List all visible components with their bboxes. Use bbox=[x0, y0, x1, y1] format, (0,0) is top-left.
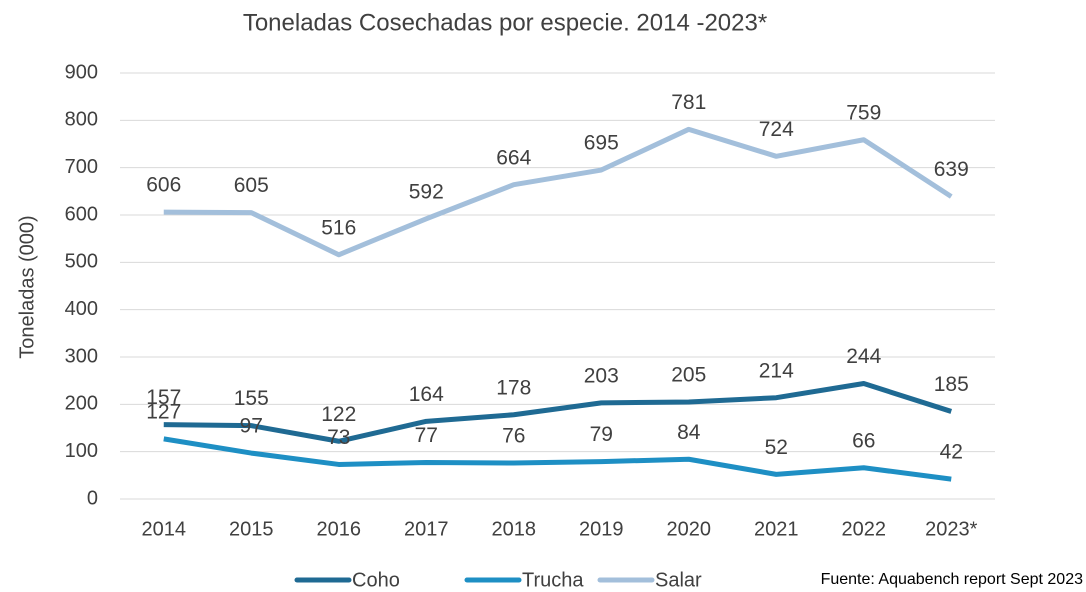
y-tick-label: 300 bbox=[65, 345, 98, 367]
data-label: 664 bbox=[496, 146, 531, 169]
data-label: 639 bbox=[934, 158, 969, 181]
data-label: 605 bbox=[234, 174, 269, 197]
series-line bbox=[163, 436, 952, 482]
chart-title: Toneladas Cosechadas por especie. 2014 -… bbox=[243, 9, 767, 36]
data-label: 178 bbox=[496, 376, 531, 399]
x-tick-label: 2023* bbox=[925, 518, 977, 540]
y-tick-label: 700 bbox=[65, 156, 98, 178]
series-line bbox=[163, 126, 953, 258]
legend-label: Trucha bbox=[522, 569, 584, 591]
data-label: 164 bbox=[409, 383, 444, 406]
y-tick-label: 100 bbox=[65, 440, 98, 462]
data-label: 52 bbox=[765, 436, 788, 459]
data-label: 244 bbox=[846, 345, 881, 368]
x-tick-label: 2021 bbox=[754, 518, 799, 540]
y-axis-label: Toneladas (000) bbox=[16, 215, 38, 358]
data-label: 77 bbox=[415, 424, 438, 447]
legend-label: Salar bbox=[655, 569, 702, 591]
data-label: 516 bbox=[321, 216, 356, 239]
data-label: 66 bbox=[852, 429, 875, 452]
data-label: 97 bbox=[240, 415, 263, 438]
data-label: 205 bbox=[671, 364, 706, 387]
data-label: 127 bbox=[146, 400, 181, 423]
y-tick-label: 0 bbox=[87, 487, 98, 509]
y-tick-label: 600 bbox=[65, 203, 98, 225]
x-tick-label: 2016 bbox=[317, 518, 362, 540]
data-label: 214 bbox=[759, 359, 794, 382]
legend-label: Coho bbox=[352, 569, 400, 591]
data-label: 185 bbox=[934, 373, 969, 396]
data-label: 76 bbox=[502, 425, 525, 448]
x-tick-label: 2015 bbox=[229, 518, 274, 540]
x-tick-label: 2020 bbox=[667, 518, 712, 540]
data-label: 724 bbox=[759, 118, 794, 141]
x-tick-label: 2017 bbox=[404, 518, 449, 540]
y-tick-label: 400 bbox=[65, 298, 98, 320]
y-tick-label: 200 bbox=[65, 393, 98, 415]
x-tick-label: 2018 bbox=[492, 518, 537, 540]
data-label: 695 bbox=[584, 132, 619, 155]
data-label: 157 bbox=[146, 386, 181, 409]
y-tick-label: 500 bbox=[65, 251, 98, 273]
data-label: 84 bbox=[677, 421, 701, 444]
x-tick-label: 2014 bbox=[142, 518, 187, 540]
y-tick-label: 800 bbox=[65, 109, 98, 131]
data-label: 79 bbox=[590, 423, 613, 446]
series-line bbox=[163, 381, 953, 444]
data-label: 122 bbox=[321, 403, 356, 426]
data-label: 203 bbox=[584, 364, 619, 387]
x-tick-label: 2022 bbox=[842, 518, 887, 540]
data-label: 73 bbox=[327, 426, 350, 449]
source: Fuente: Aquabench report Sept 2023 bbox=[821, 571, 1084, 588]
data-label: 155 bbox=[234, 387, 269, 410]
x-tick-label: 2019 bbox=[579, 518, 624, 540]
data-label: 592 bbox=[409, 180, 444, 203]
data-label: 781 bbox=[671, 91, 706, 114]
data-label: 42 bbox=[940, 441, 963, 464]
data-label: 759 bbox=[846, 101, 881, 124]
y-tick-label: 900 bbox=[65, 61, 98, 83]
data-label: 606 bbox=[146, 174, 181, 197]
